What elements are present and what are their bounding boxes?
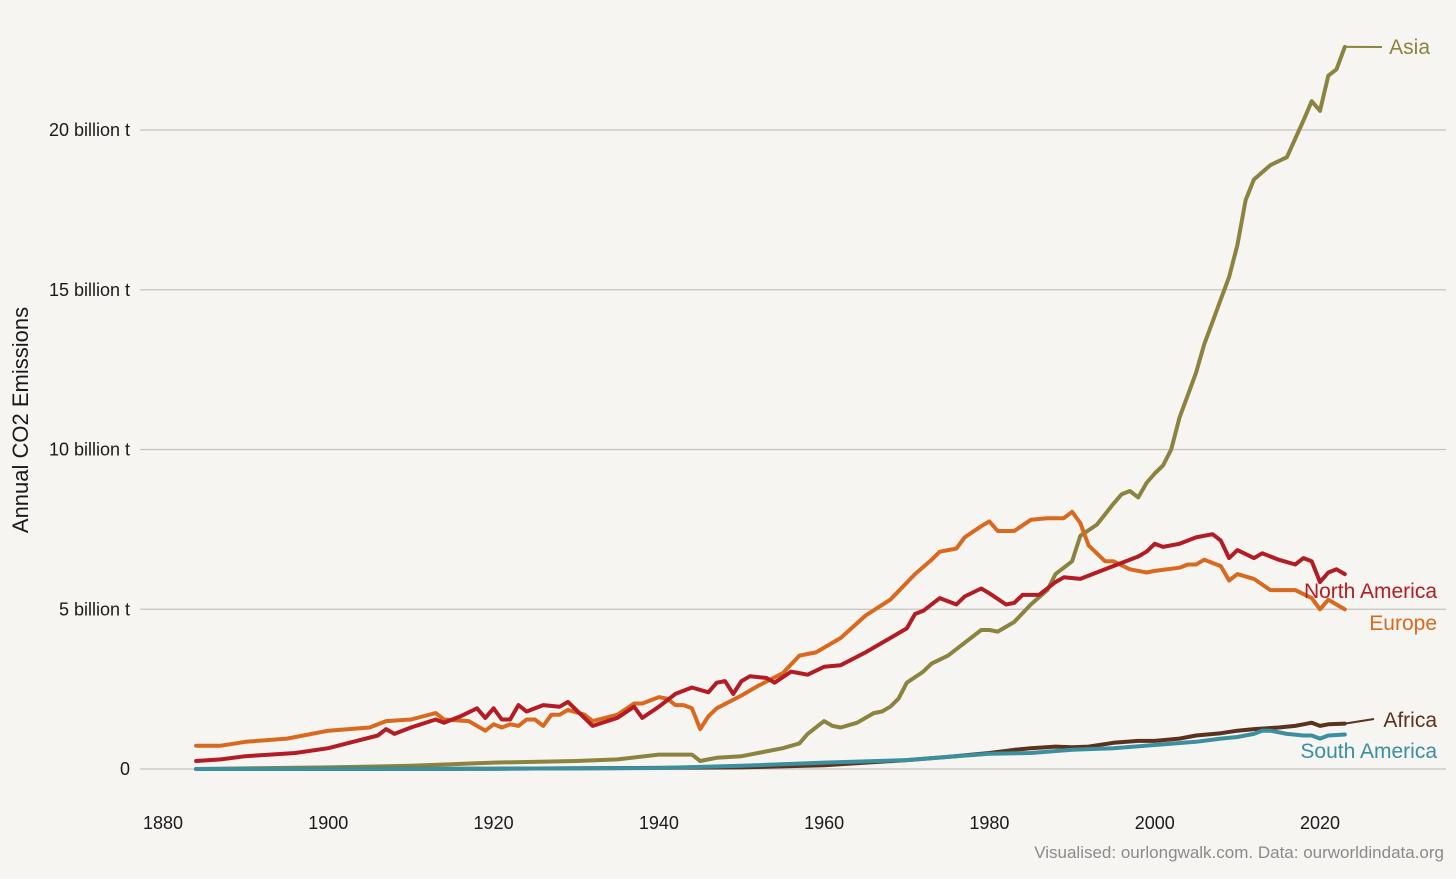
x-axis: 1880 1900 1920 1940 1960 1980 2000 2020 [143, 813, 1340, 833]
y-tick-label: 0 [120, 759, 130, 779]
x-tick-label: 2000 [1135, 813, 1175, 833]
series-label-europe: Europe [1369, 612, 1437, 635]
x-tick-label: 1920 [474, 813, 514, 833]
series-label-africa: Africa [1383, 709, 1437, 732]
series-label-south-america: South America [1300, 740, 1437, 763]
y-tick-label: 5 billion t [59, 599, 130, 619]
series-labels: Europe North America Asia Africa South Ameri… [1300, 36, 1437, 763]
y-tick-label: 20 billion t [49, 120, 130, 140]
y-axis: 0 5 billion t 10 billion t 15 billion t 20 b… [49, 120, 130, 779]
series-label-north-america: North America [1304, 580, 1437, 603]
series-line-asia [196, 47, 1345, 769]
y-axis-title: Annual CO2 Emissions [8, 307, 33, 533]
y-tick-label: 15 billion t [49, 280, 130, 300]
x-tick-label: 1960 [804, 813, 844, 833]
series-label-asia: Asia [1389, 36, 1430, 59]
x-tick-label: 1880 [143, 813, 183, 833]
x-tick-label: 1940 [639, 813, 679, 833]
series-lines [196, 47, 1345, 769]
x-tick-label: 1900 [308, 813, 348, 833]
series-line-africa [196, 723, 1345, 769]
leader-line-africa [1345, 719, 1374, 724]
x-tick-label: 1980 [969, 813, 1009, 833]
credit-text: Visualised: ourlongwalk.com. Data: ourwo… [1034, 843, 1444, 862]
y-tick-label: 10 billion t [49, 440, 130, 460]
x-tick-label: 2020 [1300, 813, 1340, 833]
